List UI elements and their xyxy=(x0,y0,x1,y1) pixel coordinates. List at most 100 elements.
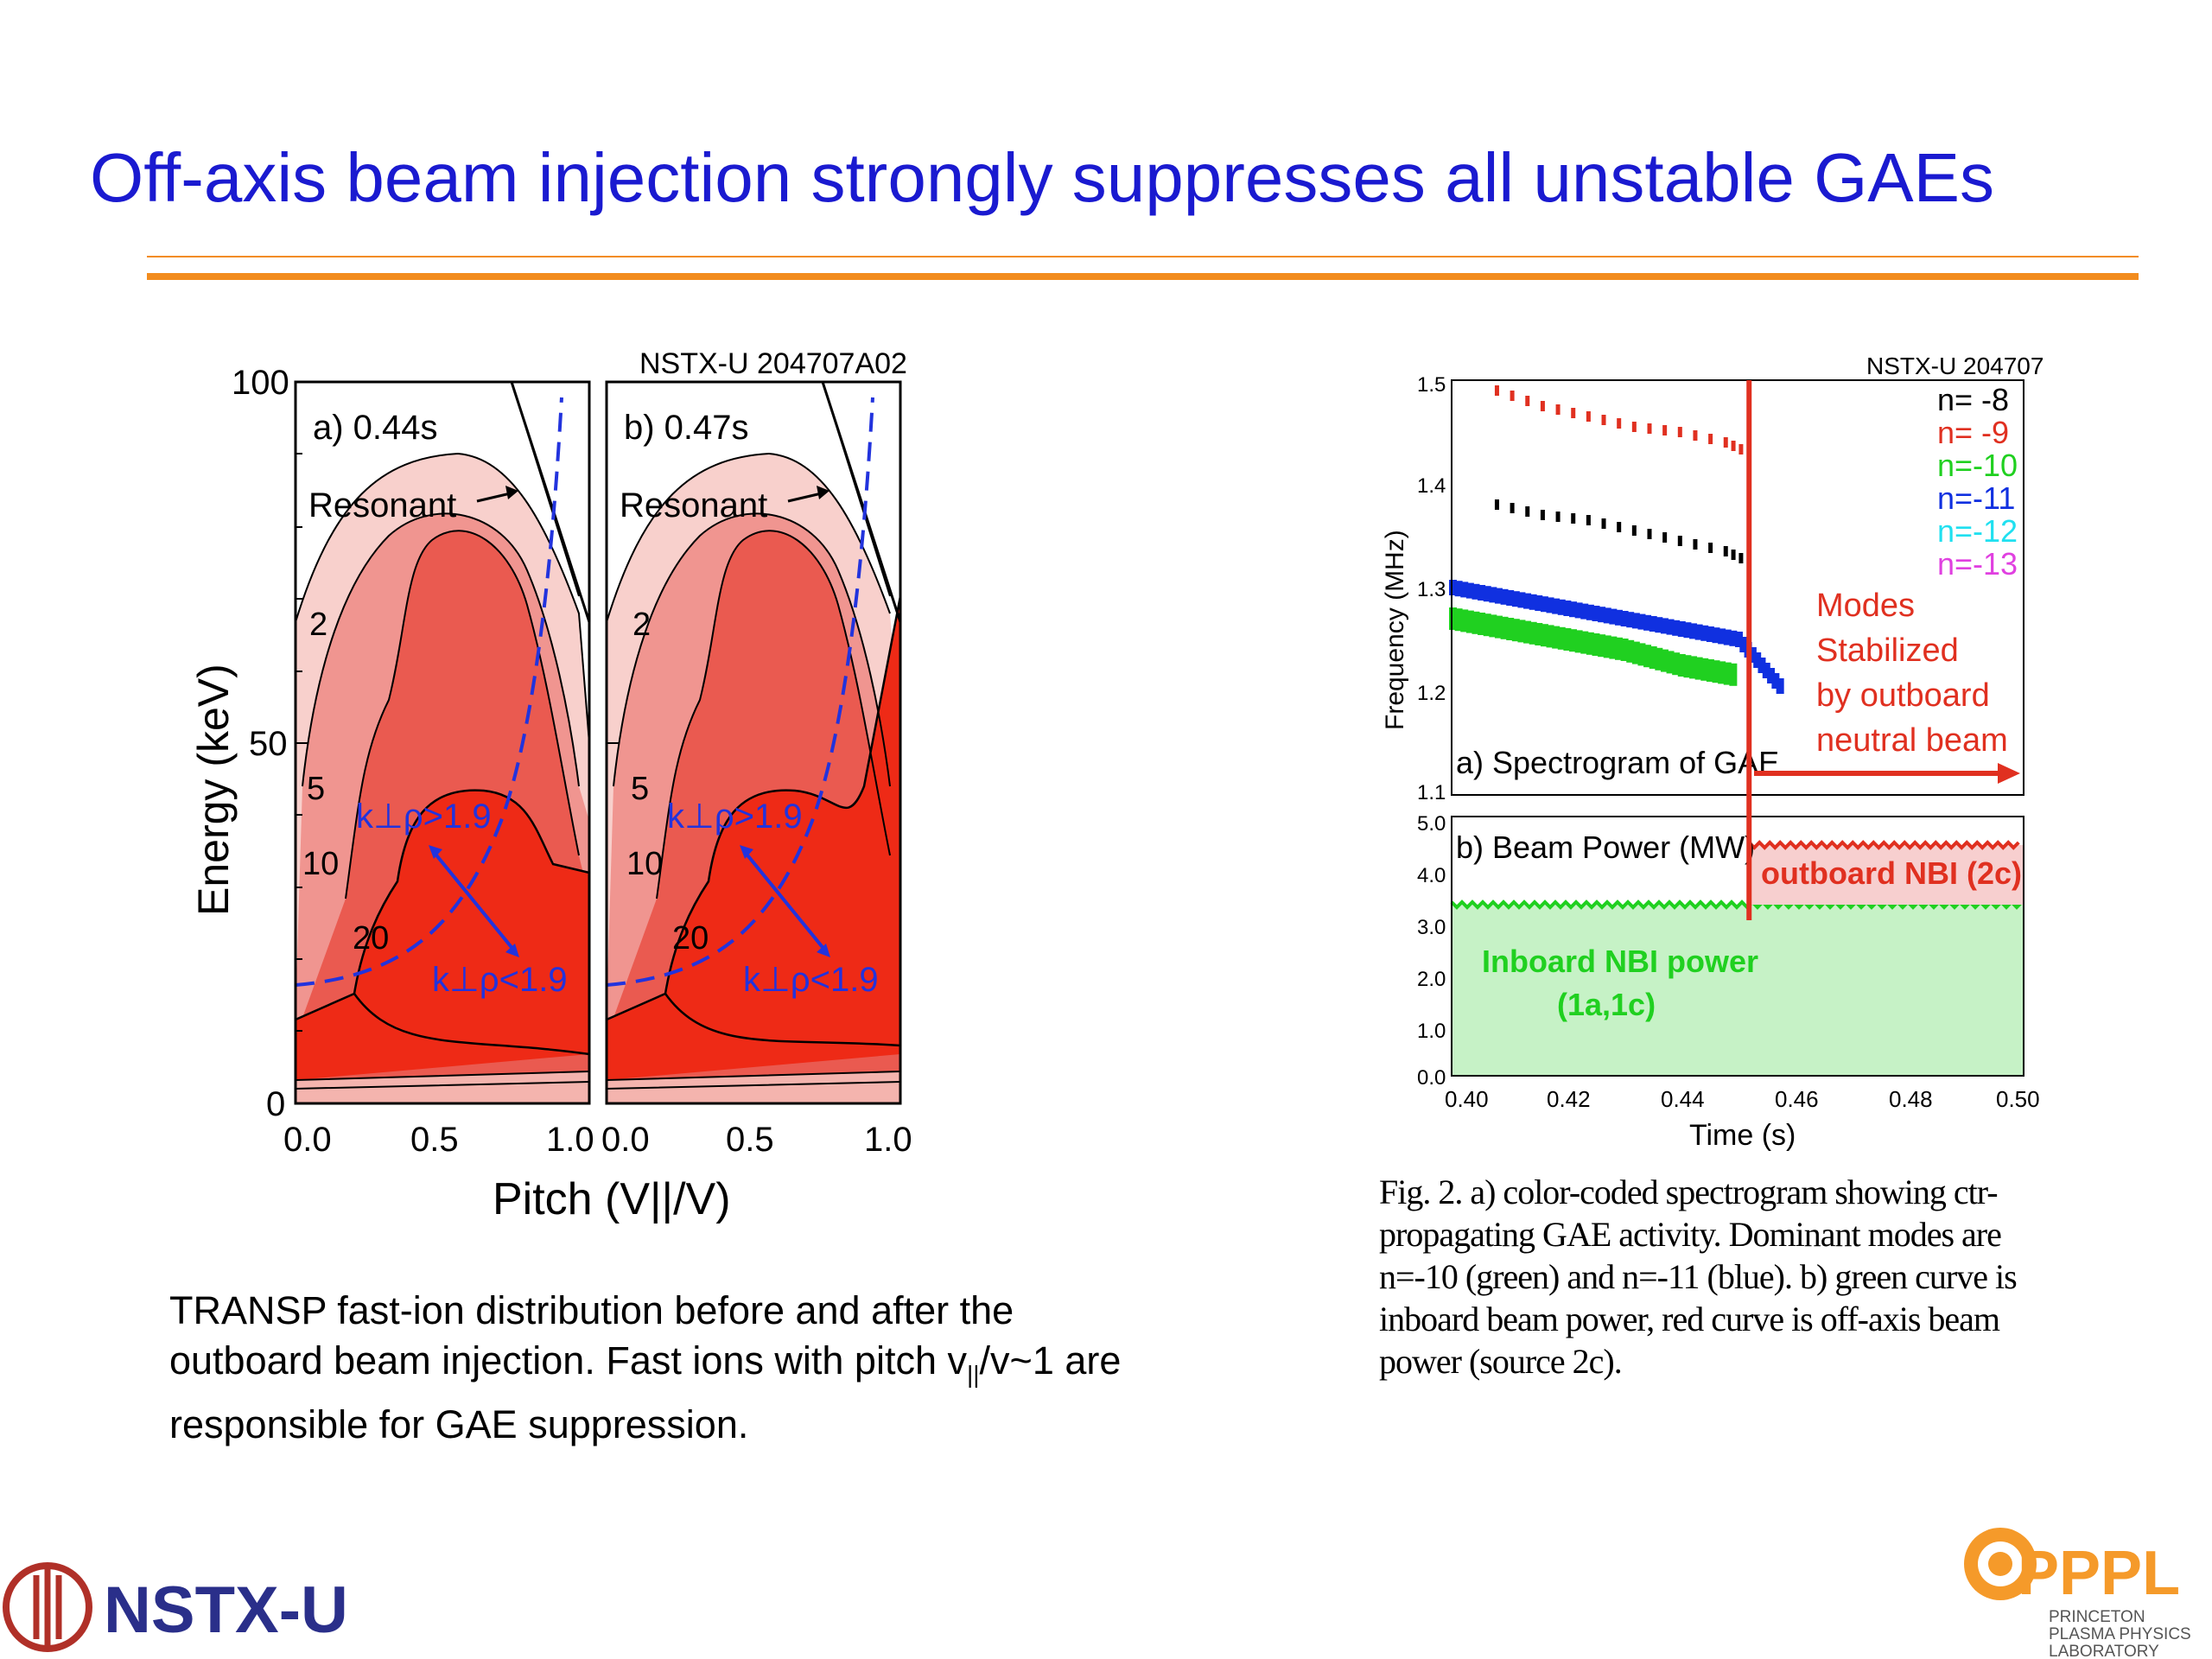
power-tick-2: 2.0 xyxy=(1417,968,1446,991)
spectrogram-mark xyxy=(1666,619,1675,635)
k-high-label-a: k⊥ρ>1.9 xyxy=(356,798,492,836)
outboard-power-curve xyxy=(1747,840,2020,850)
spectrogram-mark xyxy=(1574,602,1583,619)
legend-n8: n= -8 xyxy=(1937,382,2009,417)
spectrogram-mark xyxy=(1735,632,1743,647)
spectrogram-mark xyxy=(1660,618,1669,634)
spectrogram-mark xyxy=(1614,609,1623,626)
spectrogram-mark xyxy=(1569,629,1578,652)
contour-label-20a: 20 xyxy=(353,920,389,957)
spectrogram-mark xyxy=(1637,613,1646,630)
k-low-label-a: k⊥ρ<1.9 xyxy=(432,961,568,999)
svg-text:LABORATORY: LABORATORY xyxy=(2049,1643,2159,1659)
spectrogram-mark xyxy=(1506,590,1515,606)
spectrogram-mark xyxy=(1631,525,1637,536)
spectrogram-mark xyxy=(1603,635,1611,658)
spectrogram-title: NSTX-U 204707 xyxy=(1866,353,2044,379)
spectrogram-mark xyxy=(1574,630,1583,653)
spectrogram-mark xyxy=(1460,609,1469,632)
spectrogram-mark xyxy=(1609,608,1618,625)
spectrogram-mark xyxy=(1494,615,1503,639)
legend-n10: n=-10 xyxy=(1937,448,2018,483)
freq-tick-1: 1.5 xyxy=(1417,373,1446,397)
caption-line-1: TRANSP fast-ion distribution before and … xyxy=(169,1288,1014,1332)
caption-line-3: responsible for GAE suppression. xyxy=(169,1402,749,1446)
spectrogram-mark xyxy=(1598,634,1606,658)
contour-label-2a: 2 xyxy=(309,607,327,643)
spectrogram-mark xyxy=(1529,621,1537,645)
spectrogram-mark xyxy=(1478,613,1486,635)
spectrogram-mark xyxy=(1569,601,1578,618)
pppl-logo: PPPL PRINCETON PLASMA PHYSICS LABORATORY xyxy=(1964,1528,2191,1659)
spectrogram-mark xyxy=(1708,543,1713,553)
spectrogram-mark xyxy=(1586,411,1591,422)
spectrogram-mark xyxy=(1631,641,1640,664)
spectrogram-mark xyxy=(1601,518,1606,529)
freq-tick-4: 1.2 xyxy=(1417,682,1446,705)
spectrogram-mark xyxy=(1631,422,1637,432)
spectrogram-mark xyxy=(1517,592,1526,608)
spectrogram-mark xyxy=(1449,580,1457,595)
spectrogram-marks xyxy=(1449,385,1784,694)
spectrogram-mark xyxy=(1758,658,1766,673)
spectrogram-mark xyxy=(1540,596,1548,613)
spectrogram-mark xyxy=(1723,662,1732,685)
spectrogram-mark xyxy=(1631,613,1640,629)
legend-n12: n=-12 xyxy=(1937,513,2018,549)
spectrogram-mark xyxy=(1500,616,1509,639)
spectrogram-mark xyxy=(1683,622,1692,639)
figure-caption: Fig. 2. a) color-coded spectrogram showi… xyxy=(1379,1173,2018,1381)
spectrogram-mark xyxy=(1586,604,1594,620)
spectrogram-mark xyxy=(1677,536,1682,546)
spectrogram-mark xyxy=(1647,529,1652,539)
x-axis-label: Pitch (V||/V) xyxy=(493,1174,731,1224)
nstx-logo: NSTX-U xyxy=(3,1562,348,1652)
spectrogram-mark xyxy=(1626,639,1635,663)
spectrogram-mark xyxy=(1471,583,1480,600)
spectrogram-mark xyxy=(1753,652,1762,668)
y-tick-0: 0 xyxy=(266,1085,285,1123)
spectrogram-mark xyxy=(1748,647,1757,663)
power-tick-5: 5.0 xyxy=(1417,812,1446,836)
spectrogram-mark xyxy=(1523,620,1532,644)
spectrogram-mark xyxy=(1643,614,1652,631)
spectrogram-mark xyxy=(1483,586,1491,602)
spectrogram-mark xyxy=(1718,661,1726,684)
spectrogram-mark xyxy=(1471,611,1480,634)
legend-n9: n= -9 xyxy=(1937,415,2009,450)
spectrogram-mark xyxy=(1731,441,1736,451)
spectrogram-mark xyxy=(1540,510,1545,520)
spectrogram-mark xyxy=(1489,587,1497,603)
x-tick-a-1: 1.0 xyxy=(546,1121,594,1159)
spectrogram-mark xyxy=(1617,418,1622,429)
spectrogram-mark xyxy=(1598,607,1606,623)
time-tick-050: 0.50 xyxy=(1996,1086,2040,1112)
panel-b-label: b) 0.47s xyxy=(624,409,749,447)
spectrogram-mark xyxy=(1700,625,1709,641)
spectrogram-mark xyxy=(1506,618,1515,640)
spectrogram-mark xyxy=(1694,657,1703,680)
distribution-caption: TRANSP fast-ion distribution before and … xyxy=(169,1286,1293,1450)
outboard-label: outboard NBI (2c) xyxy=(1761,855,2022,891)
spectrogram-mark xyxy=(1689,656,1698,679)
annotation-line-1: Modes xyxy=(1816,588,1915,624)
spectrogram-mark xyxy=(1767,668,1776,683)
title-rule-thin xyxy=(147,256,2139,257)
spectrogram-mark xyxy=(1708,434,1713,444)
spectrogram-mark xyxy=(1449,607,1457,630)
spectrogram-mark xyxy=(1557,626,1566,650)
spectrogram-mark xyxy=(1494,588,1503,604)
nstx-wordmark: NSTX-U xyxy=(104,1573,348,1647)
spectrogram-mark xyxy=(1535,623,1543,645)
spectrogram-mark xyxy=(1677,654,1686,677)
spectrogram-mark xyxy=(1465,582,1474,599)
annotation-line-2: Stabilized xyxy=(1816,632,1959,669)
spectrogram-mark xyxy=(1609,636,1618,659)
spectrogram-mark xyxy=(1643,645,1652,668)
spectrogram-mark xyxy=(1540,624,1548,647)
spectrogram-mark xyxy=(1706,659,1714,682)
inboard-label-1: Inboard NBI power xyxy=(1482,944,1758,979)
x-tick-b-05: 0.5 xyxy=(726,1121,774,1159)
spectrogram-mark xyxy=(1557,599,1566,615)
spectrogram-mark xyxy=(1500,588,1509,605)
